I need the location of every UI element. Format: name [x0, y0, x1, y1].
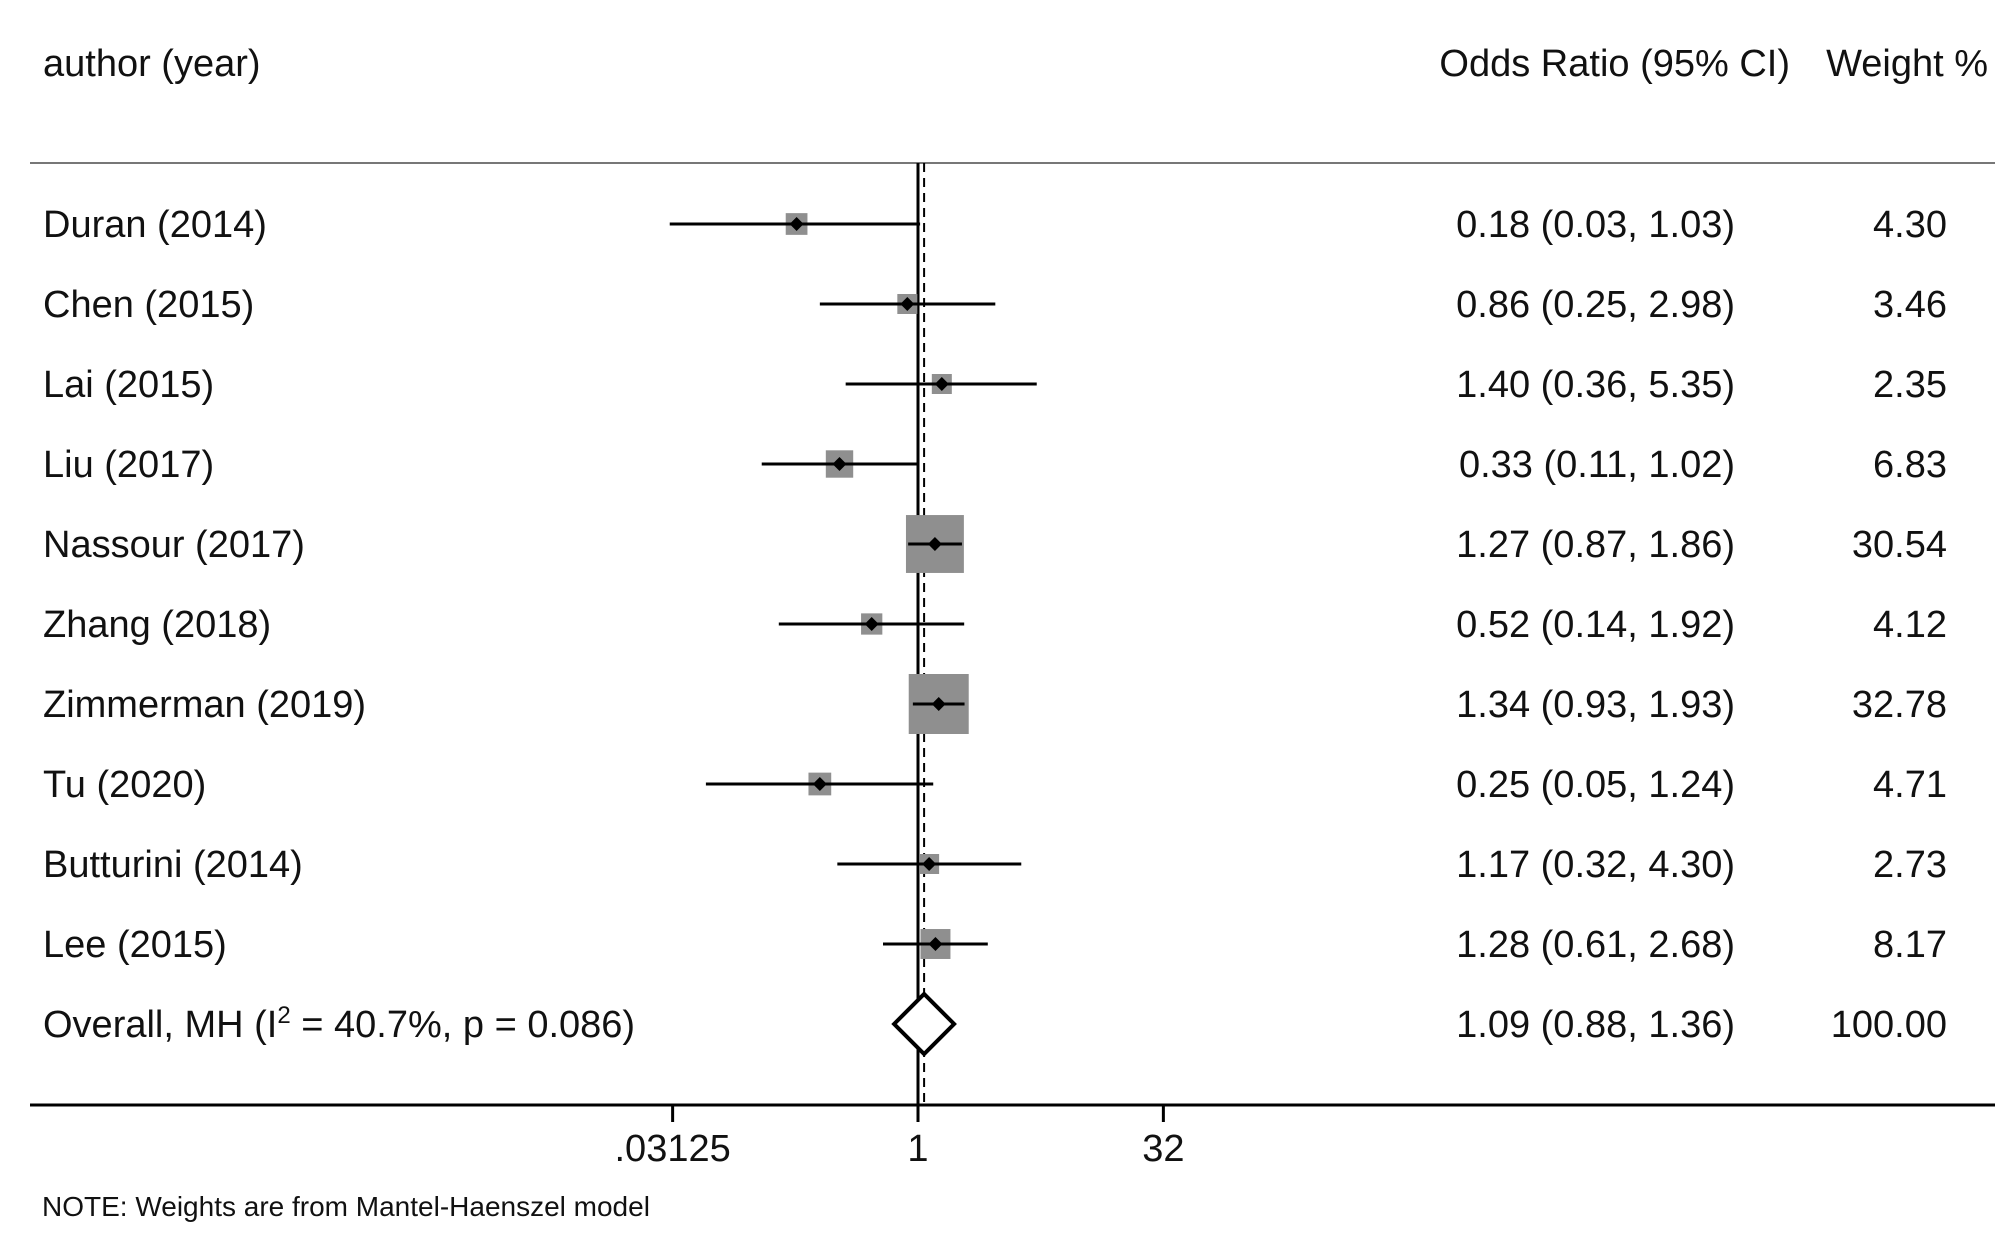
study-row: Lee (2015) 1.28 (0.61, 2.68) 8.17 [43, 924, 1947, 966]
study-label: Zimmerman (2019) [43, 684, 366, 726]
study-point-estimate [934, 377, 949, 391]
header-weight-column: Weight % [1826, 43, 1988, 85]
study-point-estimate [864, 617, 879, 631]
study-row: Liu (2017) 0.33 (0.11, 1.02) 6.83 [43, 444, 1947, 486]
study-point-estimate [832, 457, 847, 471]
overall-weight-text: 100.00 [1831, 1004, 1947, 1046]
study-label: Lee (2015) [43, 924, 227, 966]
study-weight-text: 8.17 [1873, 924, 1947, 966]
study-weight-text: 32.78 [1852, 684, 1947, 726]
study-row: Nassour (2017) 1.27 (0.87, 1.86) 30.54 [43, 515, 1947, 573]
study-label: Butturini (2014) [43, 844, 303, 886]
study-label: Tu (2020) [43, 764, 206, 806]
study-ci-text: 1.27 (0.87, 1.86) [1456, 524, 1735, 566]
study-weight-text: 3.46 [1873, 284, 1947, 326]
x-axis-tick-label: .03125 [615, 1128, 731, 1170]
study-ci-text: 1.40 (0.36, 5.35) [1456, 364, 1735, 406]
study-point-estimate [928, 937, 943, 951]
overall-ci-text: 1.09 (0.88, 1.36) [1456, 1004, 1735, 1046]
study-weight-text: 4.30 [1873, 204, 1947, 246]
study-ci-text: 1.28 (0.61, 2.68) [1456, 924, 1735, 966]
header-effect-column: Odds Ratio (95% CI) [1439, 43, 1790, 85]
x-axis-tick-label: 1 [907, 1128, 928, 1170]
study-ci-text: 1.17 (0.32, 4.30) [1456, 844, 1735, 886]
study-weight-text: 2.35 [1873, 364, 1947, 406]
study-rows: Duran (2014) 0.18 (0.03, 1.03) 4.30 Chen (2… [43, 163, 1947, 1105]
study-label: Liu (2017) [43, 444, 214, 486]
study-ci-text: 0.18 (0.03, 1.03) [1456, 204, 1735, 246]
study-weight-text: 2.73 [1873, 844, 1947, 886]
study-label: Duran (2014) [43, 204, 267, 246]
study-weight-text: 6.83 [1873, 444, 1947, 486]
study-row: Chen (2015) 0.86 (0.25, 2.98) 3.46 [43, 284, 1947, 326]
study-row: Butturini (2014) 1.17 (0.32, 4.30) 2.73 [43, 844, 1947, 886]
study-point-estimate [900, 297, 915, 311]
x-axis-tick-label: 32 [1142, 1128, 1184, 1170]
overall-diamond [891, 991, 957, 1057]
study-weight-text: 30.54 [1852, 524, 1947, 566]
study-label: Nassour (2017) [43, 524, 305, 566]
overall-label: Overall, MH (I2 = 40.7%, p = 0.086) [43, 1002, 635, 1046]
overall-row: Overall, MH (I2 = 40.7%, p = 0.086) 1.09 … [43, 991, 1947, 1057]
study-label: Zhang (2018) [43, 604, 271, 646]
study-weight-text: 4.71 [1873, 764, 1947, 806]
study-row: Tu (2020) 0.25 (0.05, 1.24) 4.71 [43, 764, 1947, 806]
study-ci-text: 1.34 (0.93, 1.93) [1456, 684, 1735, 726]
study-row: Duran (2014) 0.18 (0.03, 1.03) 4.30 [43, 204, 1947, 246]
study-weight-text: 4.12 [1873, 604, 1947, 646]
study-ci-text: 0.33 (0.11, 1.02) [1459, 444, 1735, 486]
model-note: NOTE: Weights are from Mantel-Haenszel m… [42, 1191, 650, 1222]
header-study-column: author (year) [43, 43, 261, 85]
study-row: Zimmerman (2019) 1.34 (0.93, 1.93) 32.78 [43, 674, 1947, 734]
study-point-estimate [922, 857, 937, 871]
study-point-estimate [927, 537, 942, 551]
study-row: Zhang (2018) 0.52 (0.14, 1.92) 4.12 [43, 604, 1947, 646]
study-point-estimate [812, 777, 827, 791]
study-ci-text: 0.25 (0.05, 1.24) [1456, 764, 1735, 806]
study-point-estimate [789, 217, 804, 231]
study-row: Lai (2015) 1.40 (0.36, 5.35) 2.35 [43, 364, 1947, 406]
study-label: Lai (2015) [43, 364, 214, 406]
study-point-estimate [931, 697, 946, 711]
study-ci-text: 0.86 (0.25, 2.98) [1456, 284, 1735, 326]
study-ci-text: 0.52 (0.14, 1.92) [1456, 604, 1735, 646]
study-label: Chen (2015) [43, 284, 254, 326]
x-axis: .03125 1 32 [30, 1103, 1995, 1170]
